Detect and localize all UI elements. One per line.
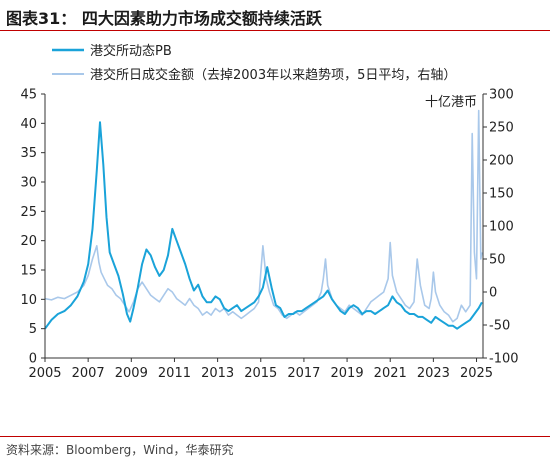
- x-axis-tick-label: 2025: [460, 366, 493, 381]
- right-axis-tick-label: 150: [489, 187, 514, 202]
- x-axis-tick-label: 2023: [417, 366, 450, 381]
- figure-header: 图表31： 四大因素助力市场成交额持续活跃: [0, 0, 550, 30]
- source-divider: [0, 436, 550, 437]
- right-axis-tick-label: 100: [489, 220, 514, 235]
- right-axis-tick-label: 200: [489, 154, 514, 169]
- x-axis-tick-label: 2015: [244, 366, 277, 381]
- x-axis-tick-label: 2009: [115, 366, 148, 381]
- x-axis-tick-label: 2013: [201, 366, 234, 381]
- left-axis-tick-label: 20: [20, 234, 37, 249]
- legend-label-pb: 港交所动态PB: [90, 43, 172, 59]
- x-axis-tick-label: 2005: [28, 366, 61, 381]
- series-line-turnover: [44, 109, 483, 323]
- right-axis-unit: 十亿港币: [425, 95, 477, 110]
- left-axis-tick-label: 0: [29, 352, 37, 367]
- right-axis-tick-label: 50: [489, 253, 506, 268]
- left-axis-tick-label: 5: [29, 322, 37, 337]
- left-axis-tick-label: 35: [20, 146, 37, 161]
- right-axis-tick-label: -100: [489, 352, 519, 367]
- left-axis-tick-label: 15: [20, 264, 37, 279]
- legend-label-turnover: 港交所日成交金额（去掉2003年以来趋势项，5日平均，右轴）: [90, 67, 456, 83]
- x-axis-tick-label: 2017: [287, 366, 320, 381]
- left-axis-tick-label: 40: [20, 117, 37, 132]
- chart-area: 051015202530354045-100-50050100150200250…: [20, 43, 519, 381]
- right-axis-tick-label: 250: [489, 121, 514, 136]
- left-axis-tick-label: 25: [20, 205, 37, 220]
- title-divider: [0, 30, 550, 31]
- right-axis-tick-label: 300: [489, 88, 514, 103]
- series-line-pb: [44, 121, 483, 330]
- right-axis-tick-label: 0: [489, 286, 497, 301]
- right-axis-tick-label: -50: [489, 319, 510, 334]
- left-axis-tick-label: 30: [20, 176, 37, 191]
- x-axis-tick-label: 2011: [158, 366, 191, 381]
- figure-title: 图表31： 四大因素助力市场成交额持续活跃: [6, 9, 322, 28]
- left-axis-tick-label: 45: [20, 88, 37, 103]
- left-axis-tick-label: 10: [20, 293, 37, 308]
- x-axis-tick-label: 2007: [72, 366, 105, 381]
- figure-source: 资料来源：Bloomberg，Wind，华泰研究: [6, 443, 234, 457]
- x-axis-tick-label: 2021: [374, 366, 407, 381]
- x-axis-tick-label: 2019: [331, 366, 364, 381]
